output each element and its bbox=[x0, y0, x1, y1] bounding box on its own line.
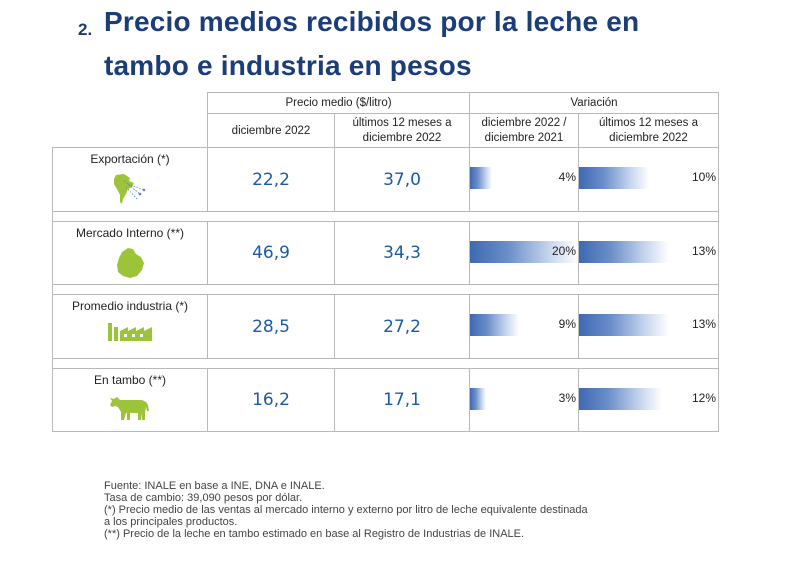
var-dic-label: 4% bbox=[558, 170, 576, 184]
row-label: En tambo (**) bbox=[93, 373, 167, 387]
var-ult-label: 13% bbox=[691, 317, 716, 331]
value-dic-2022: 22,2 bbox=[207, 147, 335, 212]
uruguay-map-icon bbox=[117, 248, 144, 278]
footnote-exchange-rate: Tasa de cambio: 39,090 pesos por dólar. bbox=[104, 492, 303, 504]
subheader-var-ult-line2: diciembre 2022 bbox=[609, 131, 688, 144]
row-label: Mercado Interno (**) bbox=[75, 226, 185, 240]
footnote-asterisk: (*) Precio medio de las ventas al mercad… bbox=[104, 504, 588, 516]
subheader-var-dic-line2: diciembre 2021 bbox=[484, 131, 564, 144]
row-label: Exportación (*) bbox=[90, 152, 170, 166]
table-row: Exportación (*) 22,2 37,0 4% 10% bbox=[52, 147, 719, 212]
south-america-map-icon bbox=[114, 174, 146, 204]
table-row: Promedio industria (*) 28,5 27,2 9% 13% bbox=[52, 294, 719, 359]
row-label: Promedio industria (*) bbox=[71, 299, 189, 313]
value-dic-2022: 46,9 bbox=[207, 221, 335, 285]
value-ultimos-12: 27,2 bbox=[334, 294, 470, 359]
table-row: Mercado Interno (**) 46,9 34,3 20% 13% bbox=[52, 221, 719, 285]
var-dic-label: 20% bbox=[551, 244, 576, 258]
var-ult-bar bbox=[579, 167, 649, 189]
var-ult-bar bbox=[579, 241, 670, 263]
var-ult-cell: 12% bbox=[578, 368, 719, 432]
footnote-asterisk-cont: a los principales productos. bbox=[104, 516, 238, 528]
factory-icon bbox=[108, 323, 152, 341]
var-ult-label: 13% bbox=[691, 244, 716, 258]
row-category: Exportación (*) bbox=[52, 147, 208, 212]
header-variacion: Variación bbox=[469, 92, 719, 114]
subheader-var-dic-line1: diciembre 2022 / bbox=[481, 116, 567, 129]
var-ult-cell: 13% bbox=[578, 221, 719, 285]
header-precio-medio: Precio medio ($/litro) bbox=[207, 92, 470, 114]
footnote-source: Fuente: INALE en base a INE, DNA e INALE… bbox=[104, 480, 325, 492]
var-dic-bar bbox=[470, 241, 578, 263]
var-dic-cell: 20% bbox=[469, 221, 579, 285]
value-ultimos-12: 34,3 bbox=[334, 221, 470, 285]
var-dic-label: 9% bbox=[558, 317, 576, 331]
var-ult-bar bbox=[579, 314, 670, 336]
table-row: En tambo (**) 16,2 17,1 3% 12% bbox=[52, 368, 719, 432]
value-dic-2022: 28,5 bbox=[207, 294, 335, 359]
var-ult-cell: 13% bbox=[578, 294, 719, 359]
value-ultimos-12: 17,1 bbox=[334, 368, 470, 432]
var-ult-cell: 10% bbox=[578, 147, 719, 212]
subheader-var-dic: diciembre 2022 / diciembre 2021 bbox=[469, 113, 579, 148]
var-dic-cell: 3% bbox=[469, 368, 579, 432]
title-line-2: tambo e industria en pesos bbox=[104, 50, 472, 81]
price-table: Precio medio ($/litro) Variación diciemb… bbox=[52, 92, 719, 432]
subheader-var-ult: últimos 12 meses a diciembre 2022 bbox=[578, 113, 719, 148]
var-dic-bar bbox=[470, 167, 492, 189]
row-category: En tambo (**) bbox=[52, 368, 208, 432]
title-number: 2. bbox=[78, 20, 93, 39]
var-dic-cell: 4% bbox=[469, 147, 579, 212]
footnote-double-asterisk: (**) Precio de la leche en tambo estimad… bbox=[104, 528, 525, 540]
title-line-1: Precio medios recibidos por la leche en bbox=[104, 6, 640, 37]
var-dic-cell: 9% bbox=[469, 294, 579, 359]
var-ult-bar bbox=[579, 388, 663, 410]
cow-icon bbox=[110, 397, 149, 420]
var-ult-label: 12% bbox=[691, 391, 716, 405]
var-dic-label: 3% bbox=[558, 391, 576, 405]
subheader-ultimos-12-line1: últimos 12 meses a bbox=[352, 116, 452, 129]
var-dic-bar bbox=[470, 388, 487, 410]
subheader-dic-2022: diciembre 2022 bbox=[207, 113, 335, 148]
subheader-var-ult-line1: últimos 12 meses a bbox=[598, 116, 699, 129]
value-ultimos-12: 37,0 bbox=[334, 147, 470, 212]
row-category: Promedio industria (*) bbox=[52, 294, 208, 359]
subheader-ultimos-12: últimos 12 meses a diciembre 2022 bbox=[334, 113, 470, 148]
value-dic-2022: 16,2 bbox=[207, 368, 335, 432]
var-dic-bar bbox=[470, 314, 519, 336]
row-category: Mercado Interno (**) bbox=[52, 221, 208, 285]
var-ult-label: 10% bbox=[691, 170, 716, 184]
subheader-ultimos-12-line2: diciembre 2022 bbox=[362, 131, 442, 144]
footnotes: Fuente: INALE en base a INE, DNA e INALE… bbox=[104, 480, 588, 540]
